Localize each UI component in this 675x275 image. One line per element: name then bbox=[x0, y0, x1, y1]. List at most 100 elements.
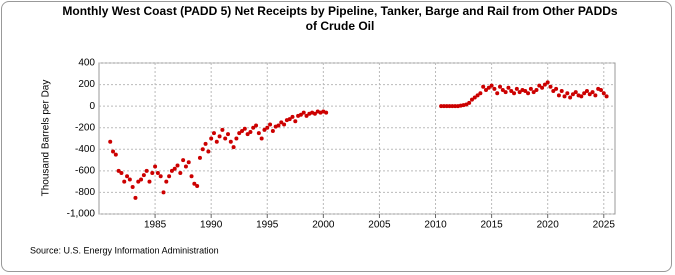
point bbox=[559, 89, 564, 94]
point bbox=[256, 131, 261, 136]
point bbox=[601, 91, 606, 96]
point bbox=[587, 92, 592, 97]
point bbox=[237, 131, 242, 136]
point bbox=[217, 134, 222, 139]
point bbox=[178, 171, 183, 176]
point bbox=[441, 104, 446, 109]
point bbox=[279, 120, 284, 125]
point bbox=[514, 86, 519, 91]
y-tick-label: 0 bbox=[89, 101, 95, 112]
x-tick-label: 2015 bbox=[480, 220, 503, 231]
point bbox=[203, 141, 208, 146]
point bbox=[545, 80, 550, 85]
point bbox=[469, 97, 474, 102]
y-tick-label: 200 bbox=[78, 79, 95, 90]
point bbox=[189, 174, 194, 179]
point bbox=[161, 190, 166, 195]
point bbox=[324, 110, 329, 115]
point bbox=[556, 93, 561, 98]
point bbox=[116, 168, 121, 173]
point bbox=[240, 128, 245, 133]
point bbox=[290, 114, 295, 119]
point bbox=[590, 90, 595, 95]
y-tick-label: -800 bbox=[75, 187, 95, 198]
point bbox=[153, 164, 158, 169]
point bbox=[231, 145, 236, 150]
point bbox=[542, 82, 547, 87]
point bbox=[130, 185, 135, 190]
point bbox=[500, 87, 505, 92]
point bbox=[183, 164, 188, 169]
point bbox=[234, 136, 239, 141]
point bbox=[226, 132, 230, 137]
point bbox=[570, 92, 575, 97]
point bbox=[119, 171, 124, 176]
point bbox=[582, 91, 587, 96]
point bbox=[475, 93, 480, 98]
point bbox=[554, 86, 559, 91]
y-tick-label: -200 bbox=[75, 122, 95, 133]
point bbox=[287, 117, 292, 122]
point bbox=[245, 132, 250, 137]
point bbox=[172, 166, 177, 171]
point bbox=[565, 91, 570, 96]
point bbox=[139, 177, 144, 182]
point bbox=[528, 86, 533, 91]
point bbox=[453, 104, 458, 109]
point bbox=[228, 139, 233, 144]
point bbox=[141, 173, 146, 178]
point bbox=[197, 155, 202, 160]
point bbox=[223, 136, 228, 141]
point bbox=[251, 125, 256, 130]
point bbox=[604, 94, 609, 99]
point bbox=[523, 89, 528, 94]
point bbox=[265, 125, 270, 130]
point bbox=[548, 84, 553, 89]
point bbox=[248, 130, 253, 135]
point bbox=[447, 104, 452, 109]
point bbox=[512, 91, 517, 96]
point bbox=[517, 90, 522, 95]
point bbox=[498, 84, 503, 89]
point bbox=[136, 179, 141, 184]
point bbox=[158, 174, 163, 179]
point bbox=[122, 179, 127, 184]
point bbox=[254, 123, 259, 128]
point bbox=[111, 149, 116, 154]
frame bbox=[1, 1, 672, 272]
y-axis-label: Thousand Barrels per Day bbox=[41, 80, 52, 197]
point bbox=[467, 100, 472, 105]
point bbox=[450, 104, 455, 109]
point bbox=[125, 174, 130, 179]
point bbox=[593, 93, 598, 98]
point bbox=[181, 158, 186, 163]
point bbox=[484, 87, 488, 92]
point bbox=[489, 83, 494, 88]
point bbox=[220, 127, 225, 132]
point bbox=[478, 91, 483, 96]
x-tick-label: 2010 bbox=[424, 220, 447, 231]
point bbox=[268, 122, 273, 127]
y-tick-label: -600 bbox=[75, 165, 95, 176]
point bbox=[147, 179, 152, 184]
point bbox=[598, 87, 603, 92]
point bbox=[167, 174, 172, 179]
point bbox=[509, 89, 514, 94]
plot-area bbox=[98, 62, 616, 215]
point bbox=[562, 94, 567, 99]
point bbox=[262, 127, 267, 132]
point bbox=[144, 168, 149, 173]
point bbox=[573, 90, 578, 95]
point bbox=[211, 131, 216, 136]
point bbox=[169, 168, 174, 173]
point bbox=[492, 86, 497, 91]
point bbox=[259, 136, 264, 141]
chart-title: Monthly West Coast (PADD 5) Net Receipts… bbox=[62, 4, 618, 33]
point bbox=[242, 126, 247, 131]
y-tick-label: 400 bbox=[78, 58, 95, 69]
point bbox=[175, 163, 180, 168]
point bbox=[481, 84, 486, 89]
point bbox=[270, 128, 275, 133]
point bbox=[164, 179, 169, 184]
x-tick-label: 1985 bbox=[144, 220, 167, 231]
